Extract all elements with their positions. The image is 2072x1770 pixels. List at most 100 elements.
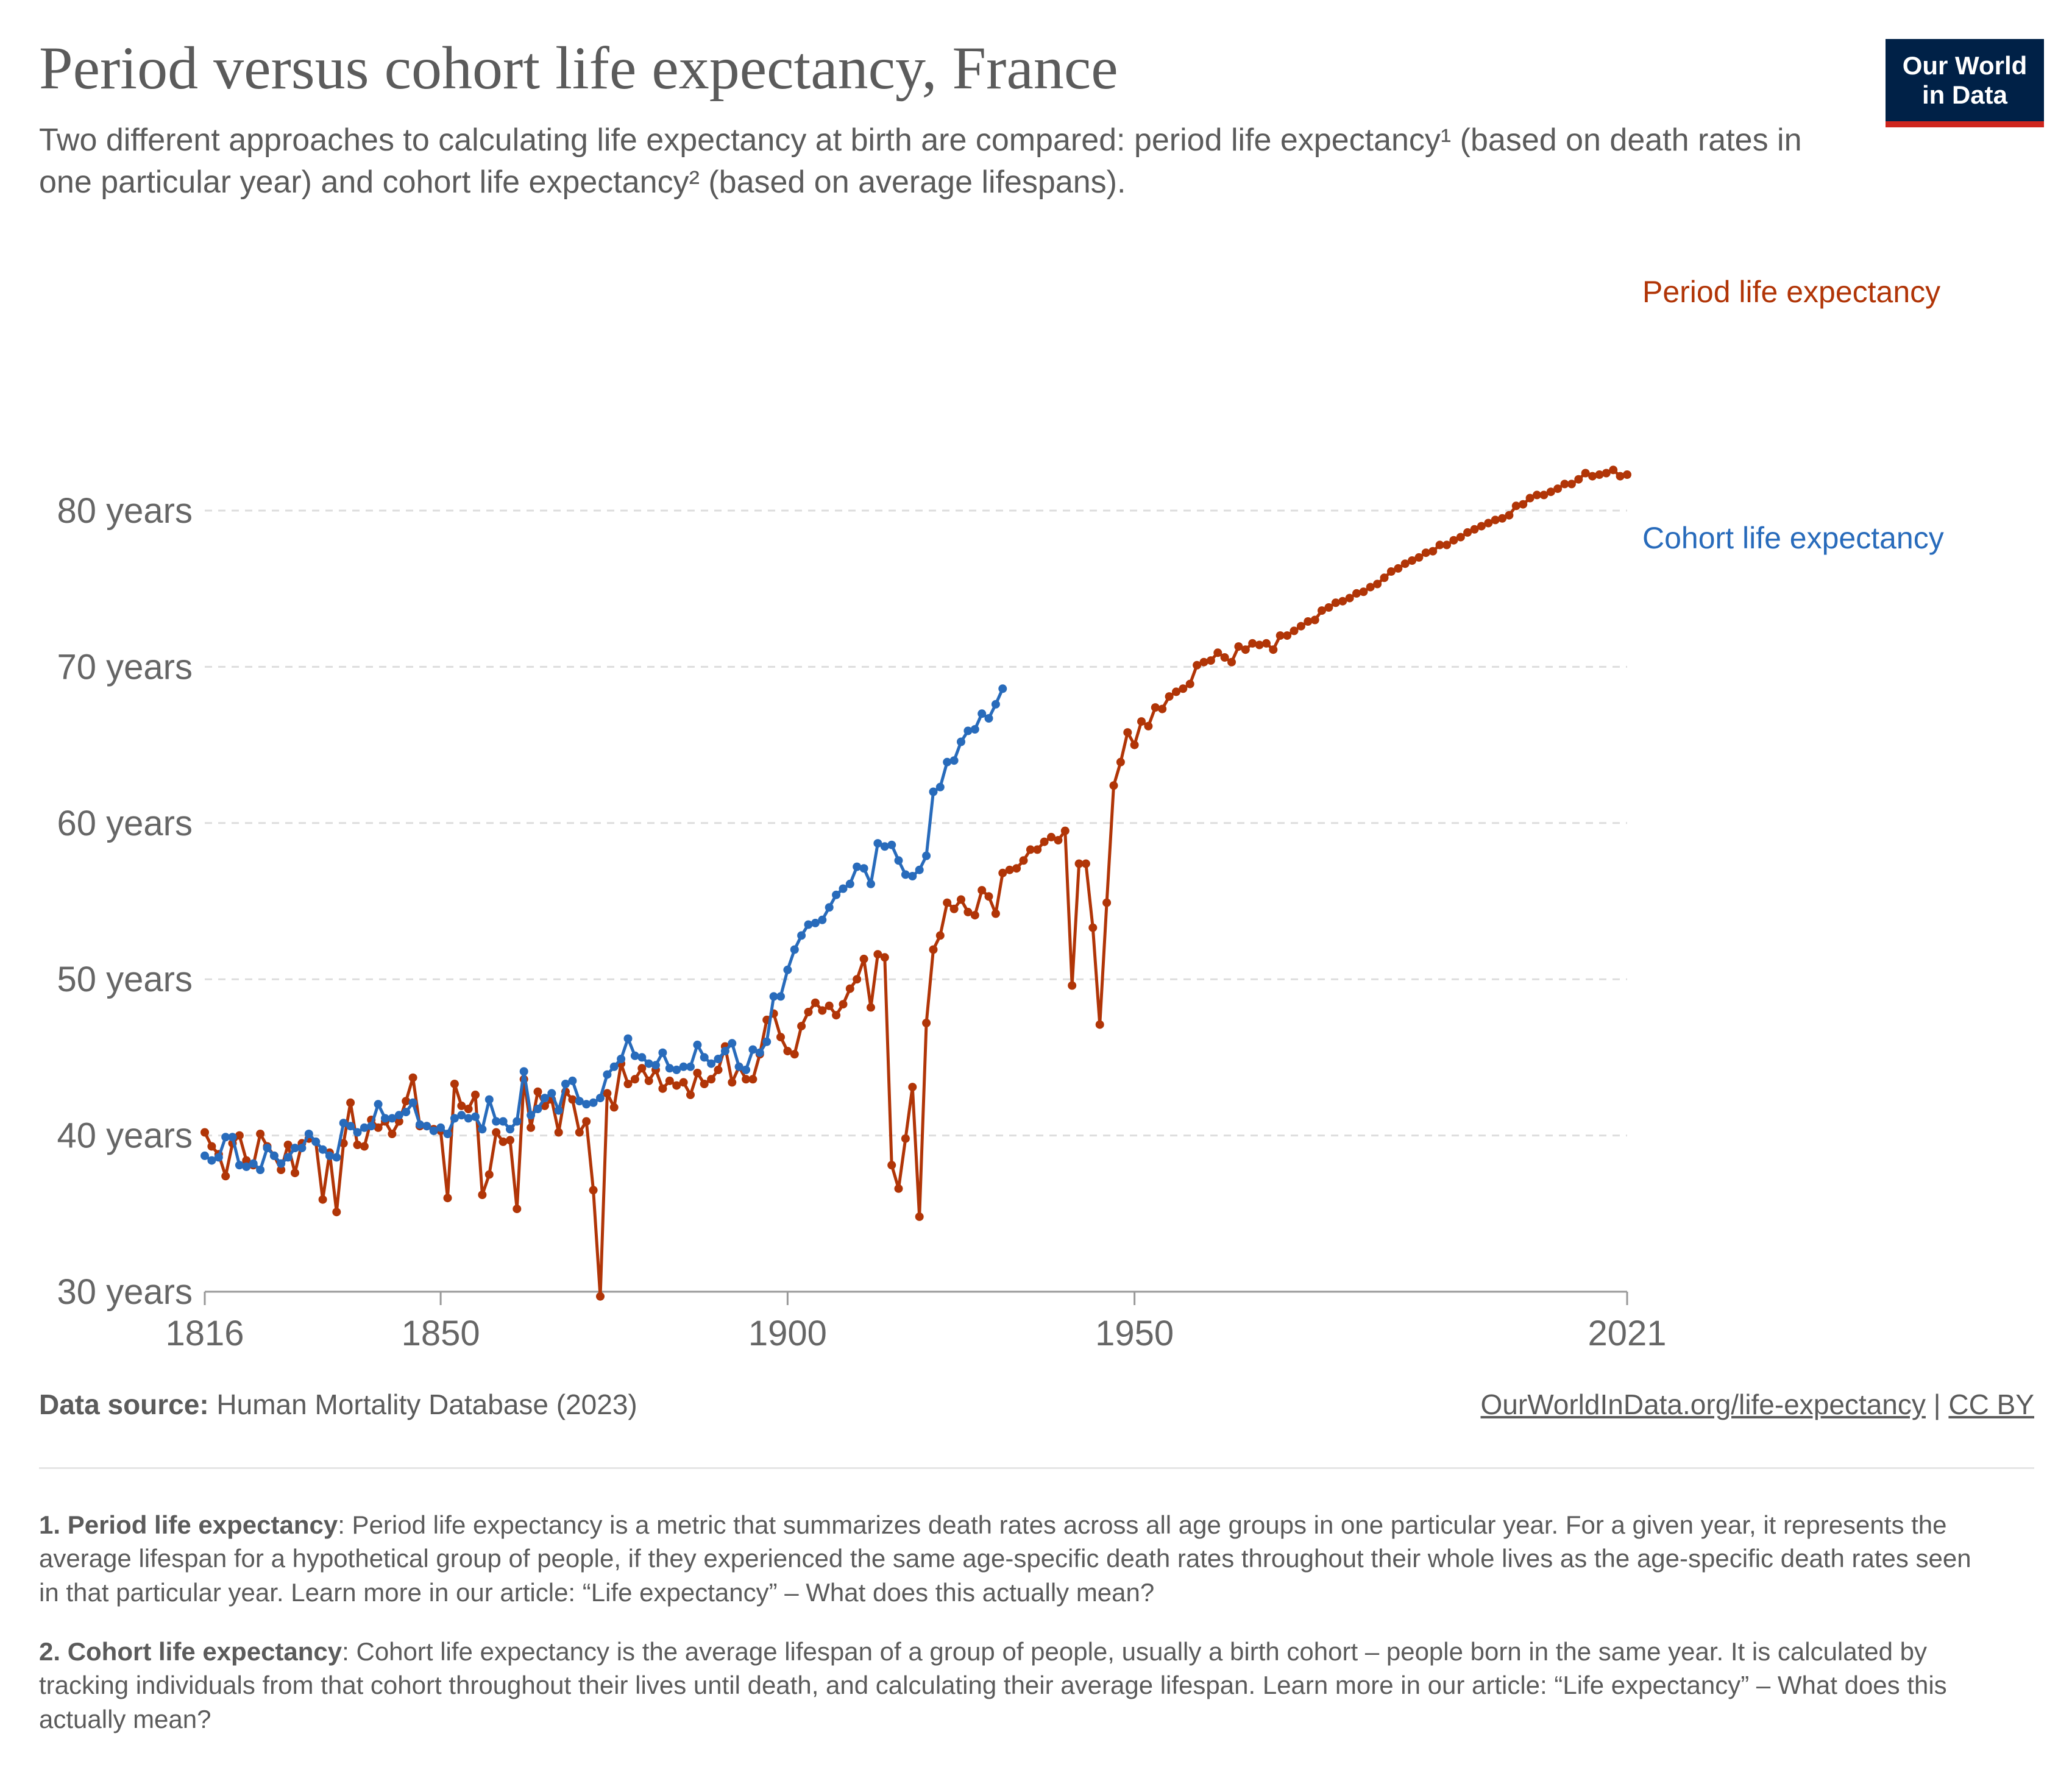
- footnote-2-text: : Cohort life expectancy is the average …: [39, 1637, 1947, 1733]
- period-life-expectancy-point: [388, 1130, 397, 1138]
- period-life-expectancy-point: [1533, 490, 1541, 500]
- period-life-expectancy-point: [1442, 540, 1451, 550]
- cohort-life-expectancy-point: [769, 992, 778, 1001]
- period-life-expectancy-point: [1040, 837, 1049, 846]
- period-life-expectancy-point: [374, 1123, 383, 1132]
- license-separator: |: [1925, 1389, 1949, 1420]
- period-life-expectancy-point: [1172, 687, 1180, 696]
- cohort-life-expectancy-point: [408, 1098, 417, 1107]
- period-life-expectancy-point: [1421, 548, 1430, 558]
- period-life-expectancy-point: [1519, 500, 1528, 509]
- cohort-life-expectancy-point: [957, 737, 965, 746]
- period-life-expectancy-point: [929, 945, 938, 954]
- period-life-expectancy-point: [1318, 606, 1326, 615]
- period-life-expectancy-point: [915, 1212, 924, 1221]
- period-life-expectancy-point: [1213, 648, 1222, 657]
- period-life-expectancy-point: [318, 1195, 327, 1204]
- period-life-expectancy-point: [1491, 515, 1500, 525]
- source-url-link[interactable]: OurWorldInData.org/life-expectancy: [1480, 1389, 1926, 1420]
- cohort-life-expectancy-point: [880, 842, 889, 851]
- period-life-expectancy-point: [1199, 657, 1208, 667]
- period-life-expectancy-point: [845, 984, 854, 993]
- period-life-expectancy-point: [679, 1078, 688, 1087]
- cohort-life-expectancy-point: [804, 920, 813, 929]
- cohort-life-expectancy-point: [242, 1162, 251, 1171]
- period-life-expectancy-point: [1026, 845, 1035, 854]
- cohort-life-expectancy-point: [214, 1153, 223, 1162]
- period-life-expectancy-point: [1352, 589, 1361, 598]
- license-link[interactable]: CC BY: [1948, 1389, 2034, 1420]
- period-life-expectancy-point: [1019, 856, 1028, 865]
- cohort-life-expectancy-point: [658, 1048, 667, 1057]
- cohort-life-expectancy-point: [513, 1117, 522, 1126]
- cohort-life-expectancy-point: [984, 714, 993, 723]
- cohort-life-expectancy-point: [991, 699, 1000, 709]
- cohort-life-expectancy-point: [484, 1095, 494, 1104]
- cohort-life-expectancy-point: [832, 890, 841, 899]
- cohort-life-expectancy-point: [873, 839, 882, 848]
- period-life-expectancy-point: [1227, 657, 1236, 667]
- cohort-life-expectancy-point: [443, 1130, 452, 1138]
- cohort-life-expectancy-point: [540, 1094, 549, 1103]
- period-life-expectancy-point: [811, 998, 820, 1007]
- cohort-life-expectancy-point: [783, 965, 792, 974]
- cohort-life-expectancy-point: [776, 992, 785, 1001]
- period-life-expectancy-point: [1123, 728, 1132, 737]
- cohort-life-expectancy-point: [818, 915, 827, 924]
- cohort-life-expectancy-point: [901, 870, 910, 879]
- period-life-expectancy-point: [1602, 469, 1611, 478]
- logo-line-2: in Data: [1921, 80, 2008, 109]
- period-life-expectancy-point: [686, 1090, 695, 1099]
- cohort-life-expectancy-point: [346, 1122, 355, 1131]
- period-life-expectancy-point: [1588, 472, 1597, 481]
- cohort-life-expectancy-point: [935, 782, 945, 791]
- cohort-life-expectancy-point: [228, 1133, 237, 1142]
- cohort-life-expectancy-point: [859, 864, 868, 873]
- cohort-life-expectancy-point: [527, 1111, 536, 1120]
- period-life-expectancy-point: [1088, 923, 1098, 932]
- x-tick-label: 2021: [1588, 1314, 1666, 1353]
- period-life-expectancy-point: [908, 1083, 917, 1092]
- cohort-life-expectancy-point: [547, 1089, 556, 1098]
- period-life-expectancy-point: [1081, 859, 1090, 868]
- period-life-expectancy-point: [1414, 553, 1424, 562]
- period-life-expectancy-point: [1331, 598, 1340, 607]
- footnote-2-label: 2. Cohort life expectancy: [39, 1637, 342, 1666]
- period-life-expectancy-point: [1262, 639, 1271, 648]
- period-life-expectancy-point: [1539, 490, 1549, 500]
- footnote-2: 2. Cohort life expectancy: Cohort life e…: [39, 1635, 1989, 1736]
- cohort-life-expectancy-point: [734, 1062, 743, 1071]
- x-tick-label: 1816: [165, 1314, 244, 1353]
- period-life-expectancy-point: [873, 950, 882, 959]
- cohort-life-expectancy-point: [283, 1153, 293, 1162]
- period-life-expectancy-point: [853, 975, 862, 984]
- period-life-expectancy-point: [221, 1172, 230, 1181]
- period-life-expectancy-point: [277, 1166, 286, 1174]
- cohort-life-expectancy-point: [825, 903, 834, 912]
- cohort-life-expectancy-point: [887, 840, 896, 849]
- period-life-expectancy-point: [1102, 898, 1112, 907]
- period-life-expectancy-point: [1060, 826, 1070, 835]
- period-life-expectancy-point: [283, 1141, 293, 1149]
- period-life-expectancy-point: [783, 1047, 792, 1056]
- cohort-life-expectancy-point: [450, 1114, 459, 1123]
- cohort-life-expectancy-point: [679, 1062, 688, 1071]
- period-life-expectancy-point: [748, 1075, 757, 1084]
- period-life-expectancy-point: [742, 1075, 751, 1084]
- period-life-expectancy-point: [1470, 525, 1479, 534]
- owid-logo[interactable]: Our World in Data: [1886, 39, 2044, 127]
- period-life-expectancy-point: [859, 954, 868, 963]
- cohort-life-expectancy-point: [915, 865, 924, 874]
- y-tick-label: 80 years: [57, 491, 193, 531]
- footnote-1: 1. Period life expectancy: Period life e…: [39, 1508, 1989, 1609]
- period-life-expectancy-point: [200, 1128, 209, 1137]
- period-life-expectancy-point: [1179, 684, 1188, 693]
- period-life-expectancy-point: [894, 1184, 903, 1193]
- period-life-expectancy-point: [1033, 845, 1042, 854]
- x-tick-label: 1950: [1095, 1314, 1174, 1353]
- cohort-life-expectancy-point: [949, 756, 959, 765]
- cohort-life-expectancy-point: [929, 787, 938, 796]
- period-life-expectancy-point: [1137, 717, 1146, 726]
- period-life-expectancy-point: [658, 1084, 667, 1093]
- period-life-expectancy-point: [1359, 587, 1368, 596]
